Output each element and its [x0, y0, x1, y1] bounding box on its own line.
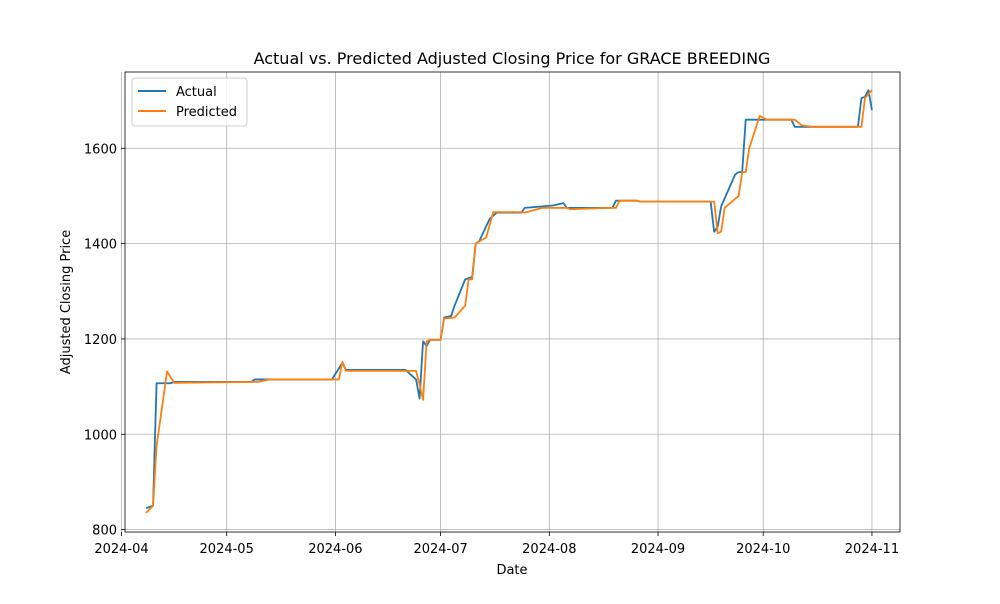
y-tick-label: 1200 [84, 333, 117, 348]
y-tick-label: 800 [92, 524, 117, 539]
x-tick-label: 2024-07 [413, 542, 467, 557]
y-tick-label: 1000 [84, 428, 117, 443]
legend: Actual Predicted [131, 77, 248, 127]
x-tick-label: 2024-06 [308, 542, 362, 557]
y-tick-label: 1600 [84, 142, 117, 157]
chart-title: Actual vs. Predicted Adjusted Closing Pr… [254, 49, 771, 68]
legend-label-actual: Actual [176, 85, 217, 100]
x-tick-label: 2024-10 [736, 542, 790, 557]
x-tick-label: 2024-09 [631, 542, 685, 557]
x-tick-label: 2024-08 [522, 542, 576, 557]
series-line-predicted [145, 89, 873, 514]
x-tick-label: 2024-05 [200, 542, 254, 557]
x-axis-label: Date [496, 563, 527, 578]
x-tick-label: 2024-11 [845, 542, 899, 557]
y-tick-label: 1400 [84, 238, 117, 253]
plot-frame [124, 71, 901, 533]
x-tick-label: 2024-04 [94, 542, 148, 557]
y-axis-label: Adjusted Closing Price [59, 230, 74, 374]
legend-label-predicted: Predicted [176, 105, 237, 120]
